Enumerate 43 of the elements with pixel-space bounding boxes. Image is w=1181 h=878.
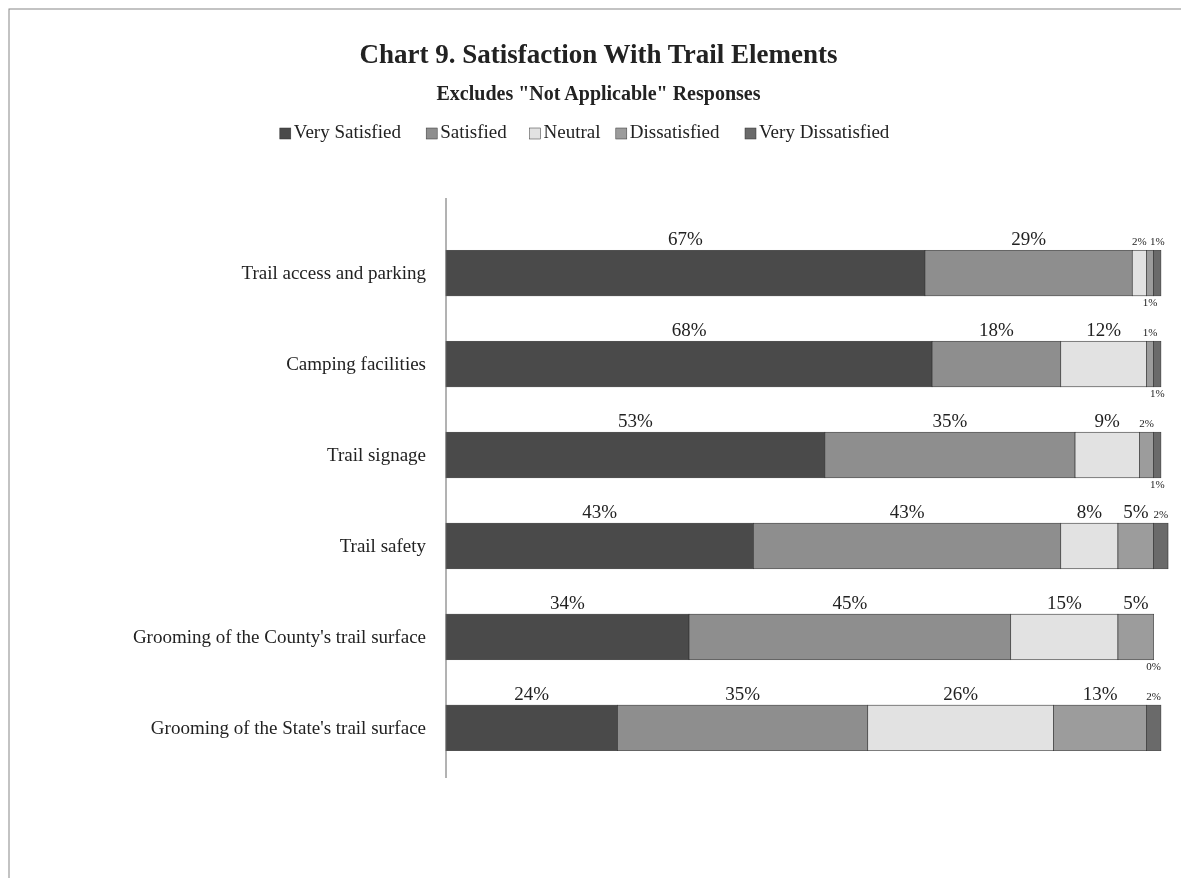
y-tick-label: Grooming of the County's trail surface (132, 625, 426, 647)
data-label: 9% (1094, 410, 1121, 432)
data-label: 43% (582, 501, 618, 523)
data-label: 13% (1082, 683, 1118, 705)
y-tick-label: Trail access and parking (241, 262, 427, 284)
data-label: 2% (1153, 508, 1169, 521)
data-label: 34% (550, 592, 586, 614)
data-label: 35% (725, 683, 761, 705)
data-label: 68% (671, 319, 707, 341)
legend-label: Very Satisfied (293, 121, 402, 142)
data-label: 5% (1123, 501, 1149, 523)
chart-title: Chart 9. Satisfaction With Trail Elements (359, 39, 838, 69)
data-label: 12% (1086, 319, 1122, 341)
y-tick-label: Trail safety (339, 534, 427, 556)
legend-label: Satisfied (440, 121, 508, 142)
data-label: 15% (1046, 592, 1082, 614)
y-tick-label: Trail signage (326, 444, 426, 466)
data-label: 45% (832, 592, 868, 614)
y-tick-label: Camping facilities (286, 353, 426, 375)
data-label: 1% (1149, 386, 1165, 399)
data-label: 2% (1132, 235, 1147, 248)
data-label: 26% (943, 683, 979, 705)
legend-label: Neutral (543, 121, 601, 142)
data-label: 1% (1149, 477, 1165, 490)
data-label: 8% (1076, 501, 1103, 523)
data-label: 2% (1139, 417, 1154, 430)
data-label: 5% (1123, 592, 1149, 614)
data-label: 24% (514, 683, 550, 705)
data-label: 2% (1146, 690, 1162, 703)
legend-label: Dissatisfied (629, 121, 721, 142)
data-label: 18% (979, 319, 1015, 341)
data-label: 1% (1149, 235, 1165, 248)
chart-subtitle: Excludes "Not Applicable" Responses (436, 82, 761, 105)
data-label: 0% (1146, 659, 1162, 672)
data-label: 35% (932, 410, 968, 432)
y-tick-label: Grooming of the State's trail surface (150, 716, 426, 738)
data-label: 53% (618, 410, 654, 432)
data-label: 67% (668, 228, 704, 250)
legend-label: Very Dissatisfied (759, 121, 890, 142)
data-label: 43% (889, 501, 925, 523)
data-label: 29% (1011, 228, 1047, 250)
data-label: 1% (1142, 326, 1158, 339)
data-label: 1% (1142, 295, 1158, 308)
